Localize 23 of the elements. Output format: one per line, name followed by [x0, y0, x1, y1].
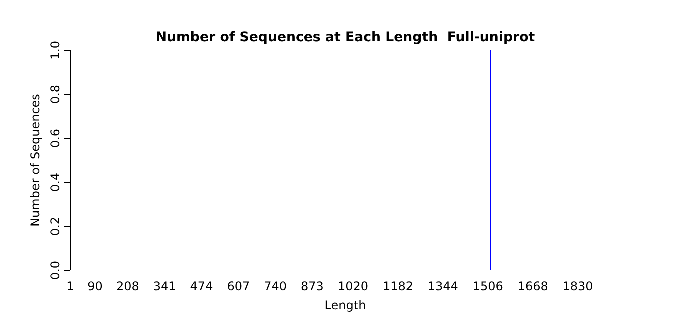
x-tick-label: 873 [301, 280, 324, 294]
x-tick-label: 1182 [382, 280, 414, 294]
y-tick-label: 0.0 [48, 260, 62, 280]
x-tick-label: 1668 [518, 280, 548, 294]
x-tick-label: 474 [190, 280, 214, 294]
x-tick-label: 1830 [562, 280, 594, 294]
x-tick-label: 1 [66, 280, 74, 294]
y-tick-label: 0.4 [48, 172, 62, 192]
x-tick-label: 208 [116, 280, 140, 294]
x-tick-label: 1020 [338, 280, 369, 294]
x-tick-label: 1344 [428, 280, 458, 294]
x-tick-label: 341 [153, 280, 176, 294]
chart-title: Number of Sequences at Each Length Full-uniprot [156, 30, 536, 46]
y-tick-label: 1.0 [48, 40, 62, 60]
x-tick-label: 1506 [472, 280, 504, 294]
x-tick-label: 740 [264, 280, 288, 294]
x-tick-label: 90 [88, 280, 103, 294]
y-tick-label: 0.6 [48, 128, 62, 148]
y-tick-label: 0.2 [48, 216, 62, 236]
x-axis-title: Length [324, 298, 366, 312]
y-axis-title: Number of Sequences [28, 94, 42, 227]
x-tick-label: 607 [227, 280, 250, 294]
y-tick-label: 0.8 [48, 84, 62, 104]
